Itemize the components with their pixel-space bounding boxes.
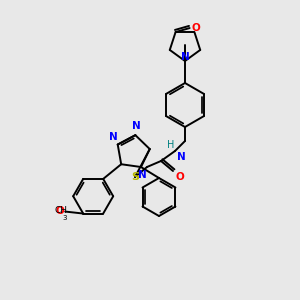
Text: CH: CH	[54, 206, 67, 215]
Text: N: N	[132, 121, 141, 131]
Text: H: H	[167, 140, 174, 150]
Text: O: O	[192, 23, 200, 33]
Text: O: O	[56, 206, 64, 215]
Text: N: N	[109, 131, 118, 142]
Text: N: N	[181, 52, 189, 62]
Text: O: O	[175, 172, 184, 182]
Text: N: N	[138, 170, 146, 180]
Text: 3: 3	[62, 214, 67, 220]
Text: S: S	[131, 172, 139, 182]
Text: N: N	[177, 152, 186, 162]
